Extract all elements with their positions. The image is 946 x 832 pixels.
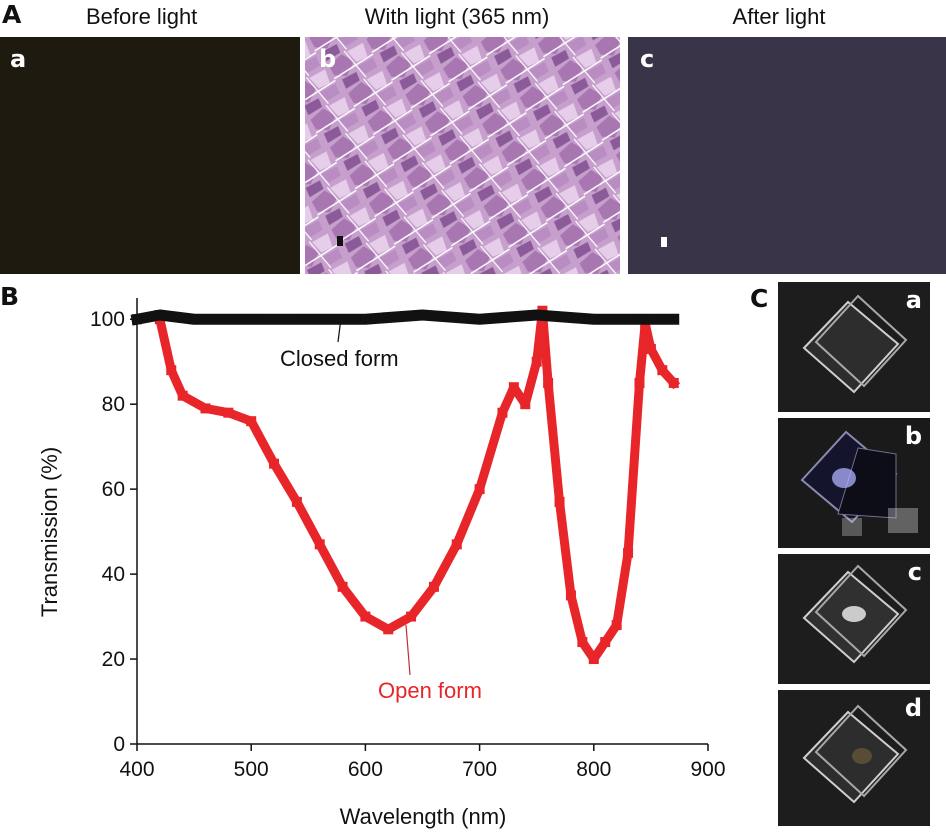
open-form-point	[337, 581, 348, 592]
y-tick-label: 100	[90, 308, 125, 331]
open-form-point	[611, 620, 622, 631]
closed-form-point	[189, 314, 200, 325]
cell-photo-c	[778, 554, 930, 684]
open-form-point	[497, 407, 508, 418]
open-form-point	[451, 539, 462, 550]
x-tick-label: 800	[576, 758, 611, 781]
closed-form-point	[417, 309, 428, 320]
crystal-texture	[305, 37, 620, 274]
open-form-point	[383, 624, 394, 635]
cell-photo-d	[778, 690, 930, 826]
cell-photo-b	[778, 418, 930, 548]
micrograph-after-light: c	[628, 37, 946, 274]
y-tick-label: 60	[102, 478, 125, 501]
micrograph-before-light: a	[0, 37, 300, 274]
image-c-title: After light	[732, 4, 826, 29]
open-form-point	[246, 416, 257, 427]
transmission-chart: 400 500 600 700 800 900 0 20 40 60 80 100 Closed f…	[37, 298, 726, 829]
photo-d-letter: d	[904, 694, 922, 722]
open-form-point	[623, 547, 634, 558]
open-form-point	[474, 484, 485, 495]
image-b-title: With light (365 nm)	[364, 4, 550, 29]
closed-form-point	[154, 309, 165, 320]
open-form-point	[645, 343, 656, 354]
image-a-title: Before light	[86, 4, 198, 29]
photo-c-letter: c	[907, 558, 922, 586]
photo-a-letter: a	[905, 286, 922, 314]
open-form-point	[600, 637, 611, 648]
open-form-point	[166, 365, 177, 376]
panel-b-letter: B	[0, 282, 20, 311]
open-form-point	[554, 496, 565, 507]
panel-c-letter: C	[750, 284, 769, 313]
closed-form-point	[588, 314, 599, 325]
open-form-point	[200, 403, 211, 414]
closed-form-point	[657, 314, 668, 325]
closed-form-point	[668, 314, 679, 325]
open-form-point	[291, 496, 302, 507]
open-form-point	[223, 407, 234, 418]
closed-form-point	[531, 309, 542, 320]
cell-photo-a	[778, 282, 930, 412]
open-form-point	[314, 539, 325, 550]
open-form-point	[360, 611, 371, 622]
open-form-label: Open form	[378, 678, 482, 703]
photo-a: a	[778, 282, 930, 412]
x-tick-label: 600	[348, 758, 383, 781]
closed-form-point	[246, 314, 257, 325]
open-form-point	[508, 382, 519, 393]
scale-mark	[661, 237, 667, 247]
y-tick-label: 20	[102, 648, 125, 671]
x-tick-label: 700	[462, 758, 497, 781]
open-form-leader	[405, 624, 411, 676]
open-form-point	[543, 377, 554, 388]
y-tick-label: 40	[102, 563, 125, 586]
photo-d: d	[778, 690, 930, 826]
photo-b-letter: b	[904, 422, 922, 450]
closed-form-point	[303, 314, 314, 325]
open-form-point	[520, 399, 531, 410]
photo-c: c	[778, 554, 930, 684]
micrograph-c-letter: c	[640, 45, 655, 73]
x-tick-label: 500	[234, 758, 269, 781]
panel-a-letter: A	[2, 0, 22, 29]
closed-form-point	[474, 314, 485, 325]
open-form-point	[634, 377, 645, 388]
photo-b: b	[778, 418, 930, 548]
micrograph-with-light: b	[305, 37, 620, 274]
open-form-point	[668, 377, 679, 388]
closed-form-point	[360, 314, 371, 325]
open-form-point	[406, 611, 417, 622]
y-tick-label: 80	[102, 393, 125, 416]
micrograph-a-letter: a	[10, 45, 27, 73]
y-axis-label: Transmission (%)	[37, 447, 62, 617]
open-form-point	[565, 590, 576, 601]
open-form-point	[577, 637, 588, 648]
open-form-point	[531, 356, 542, 367]
micrograph-b-letter: b	[319, 45, 337, 73]
y-tick-label: 0	[113, 733, 125, 756]
closed-form-point	[634, 314, 645, 325]
closed-form-label: Closed form	[280, 346, 399, 371]
open-form-point	[588, 654, 599, 665]
open-form-point	[177, 390, 188, 401]
open-form-point	[269, 458, 280, 469]
x-tick-label: 400	[119, 758, 154, 781]
x-axis-label: Wavelength (nm)	[340, 804, 507, 829]
closed-form-leader	[337, 317, 342, 343]
x-tick-label: 900	[690, 758, 725, 781]
closed-form-point	[132, 314, 142, 325]
open-form-line	[154, 306, 681, 664]
open-form-point	[428, 581, 439, 592]
open-form-point	[657, 365, 668, 376]
